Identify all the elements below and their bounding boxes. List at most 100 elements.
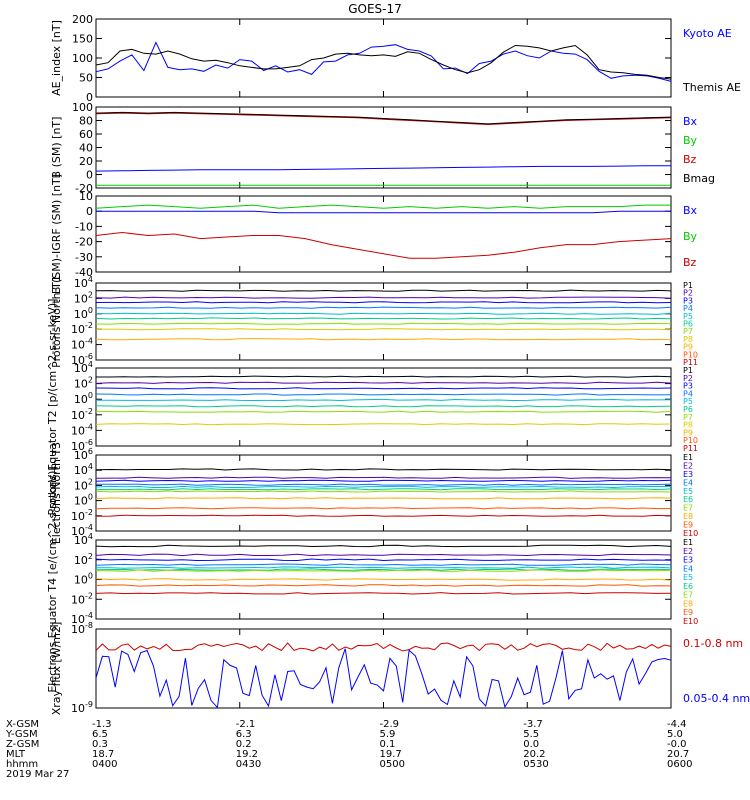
legend-entry-Kyoto AE: Kyoto AE xyxy=(683,27,732,40)
series-line-E2 xyxy=(95,553,672,557)
series-line-P8 xyxy=(95,328,672,331)
row-value: 5.9 xyxy=(380,729,396,740)
row-value: 0400 xyxy=(92,759,117,770)
row-label-Z-GSM: Z-GSM xyxy=(6,739,39,750)
series-line-E1 xyxy=(95,544,672,548)
series-line-P2 xyxy=(95,296,672,299)
y-tick-label: 40 xyxy=(79,142,93,155)
row-value: -2.9 xyxy=(380,719,400,730)
legend-entry-P5: P5 xyxy=(683,397,693,406)
y-tick-label: 50 xyxy=(79,72,93,85)
legend-entry-Bmag: Bmag xyxy=(683,172,715,185)
series-line-E10 xyxy=(95,592,672,595)
legend-entry-By: By xyxy=(683,134,698,147)
y-axis-label: Electrons Equator T4 [e/(cm^2-s-sr-keV)] xyxy=(46,466,59,692)
series-line-E5 xyxy=(95,485,672,489)
panel-frame xyxy=(95,628,672,709)
row-label-hhmm: hhmm xyxy=(6,759,38,770)
legend-entry-E8: E8 xyxy=(683,599,693,608)
legend-entry-E1: E1 xyxy=(683,538,693,547)
legend-entry-E7: E7 xyxy=(683,504,693,513)
y-tick-label: -40 xyxy=(75,266,93,279)
series-line-E8 xyxy=(95,497,672,500)
series-line-P2 xyxy=(95,381,672,384)
y-tick-label: 100 xyxy=(74,391,93,406)
legend-entry-E7: E7 xyxy=(683,591,693,600)
y-tick-label: 102 xyxy=(74,290,93,305)
series-line-P4 xyxy=(95,306,672,309)
legend-entry-E5: E5 xyxy=(683,573,693,582)
series-line-Bmag xyxy=(95,111,672,125)
y-tick-label: 100 xyxy=(74,572,93,587)
panel-frame xyxy=(95,282,672,361)
y-tick-label: 10-2 xyxy=(71,321,93,336)
legend-entry-P7: P7 xyxy=(683,413,693,422)
row-value: 0.2 xyxy=(236,739,252,750)
series-line-Themis AE xyxy=(95,44,672,80)
row-value: 18.7 xyxy=(92,749,114,760)
legend-entry-P3: P3 xyxy=(683,296,693,305)
legend-entry-E4: E4 xyxy=(683,564,693,573)
panel-en: Electrons North T3 10610410210010-210-4E1… xyxy=(50,442,698,544)
legend-entry-E10: E10 xyxy=(683,529,698,538)
row-value: 6.3 xyxy=(236,729,252,740)
y-tick-label: 0 xyxy=(86,91,93,104)
series-line-E10 xyxy=(95,514,672,517)
series-line-P5 xyxy=(96,398,672,402)
row-value: 20.2 xyxy=(523,749,545,760)
row-value: 5.0 xyxy=(667,729,683,740)
legend-entry-Themis AE: Themis AE xyxy=(682,81,741,94)
legend-entry-E4: E4 xyxy=(683,478,693,487)
y-tick-label: 100 xyxy=(72,101,93,114)
legend-entry-E1: E1 xyxy=(683,453,693,462)
row-value: -0.0 xyxy=(667,739,687,750)
series-line-P7 xyxy=(95,410,672,413)
panel-pe: Protons Equator T2 [p/(cm^2-s-sr-keV)] 10… xyxy=(46,299,698,516)
legend-entry-P2: P2 xyxy=(683,374,693,383)
y-tick-label: 102 xyxy=(74,477,93,492)
legend-entry-P6: P6 xyxy=(683,320,693,329)
figure-title: GOES-17 xyxy=(348,2,402,16)
row-value: 20.7 xyxy=(667,749,689,760)
series-line-E7 xyxy=(95,490,672,493)
y-tick-label: 10 xyxy=(79,190,93,203)
y-tick-label: 0 xyxy=(86,169,93,182)
series-line-E4 xyxy=(95,563,672,566)
row-value: -3.7 xyxy=(523,719,543,730)
y-tick-label: -20 xyxy=(75,236,93,249)
series-line-E6 xyxy=(95,488,672,491)
y-tick-label: 106 xyxy=(74,447,93,462)
series-line-P5 xyxy=(95,312,672,315)
legend-entry-E6: E6 xyxy=(683,582,693,591)
y-tick-label: 10-9 xyxy=(71,700,93,715)
series-line-E6 xyxy=(95,568,672,571)
y-tick-label: -20 xyxy=(75,182,93,195)
series-line-P3 xyxy=(95,387,672,390)
legend-entry-Bx: Bx xyxy=(683,204,698,217)
y-tick-label: 10-8 xyxy=(71,621,93,636)
legend-entry-By: By xyxy=(683,230,698,243)
row-value: 0.1 xyxy=(380,739,396,750)
series-line-E7 xyxy=(95,569,672,572)
legend-entry-P9: P9 xyxy=(683,343,693,352)
series-line-E9 xyxy=(95,507,672,510)
row-value: 0600 xyxy=(667,759,692,770)
panel-db: B (SM)-IGRF (SM) [nT] 10 0 -10 -20 -30 -40 Bx By… xyxy=(50,174,698,294)
y-tick-label: 0 xyxy=(86,205,93,218)
x-axis-table: X-GSM -1.3 -2.1 -2.9 -3.7 -4.4 Y-GSM 6.5 6.3 5.9 5… xyxy=(5,719,692,780)
legend-entry-0.05-0.4 nm: 0.05-0.4 nm xyxy=(683,692,750,705)
legend-entry-E8: E8 xyxy=(683,512,693,521)
row-label-X-GSM: X-GSM xyxy=(6,719,39,730)
legend-entry-P11: P11 xyxy=(683,358,698,367)
legend-entry-E3: E3 xyxy=(683,470,693,479)
legend-entry-Bx: Bx xyxy=(683,115,698,128)
legend-entry-P3: P3 xyxy=(683,382,693,391)
row-label-Y-GSM: Y-GSM xyxy=(5,729,38,740)
row-value: 0530 xyxy=(523,759,548,770)
legend-entry-E3: E3 xyxy=(683,556,693,565)
legend-entry-P1: P1 xyxy=(683,281,693,290)
series-line-Kyoto AE xyxy=(95,41,672,82)
y-tick-label: 60 xyxy=(79,128,93,141)
legend-entry-P7: P7 xyxy=(683,327,693,336)
